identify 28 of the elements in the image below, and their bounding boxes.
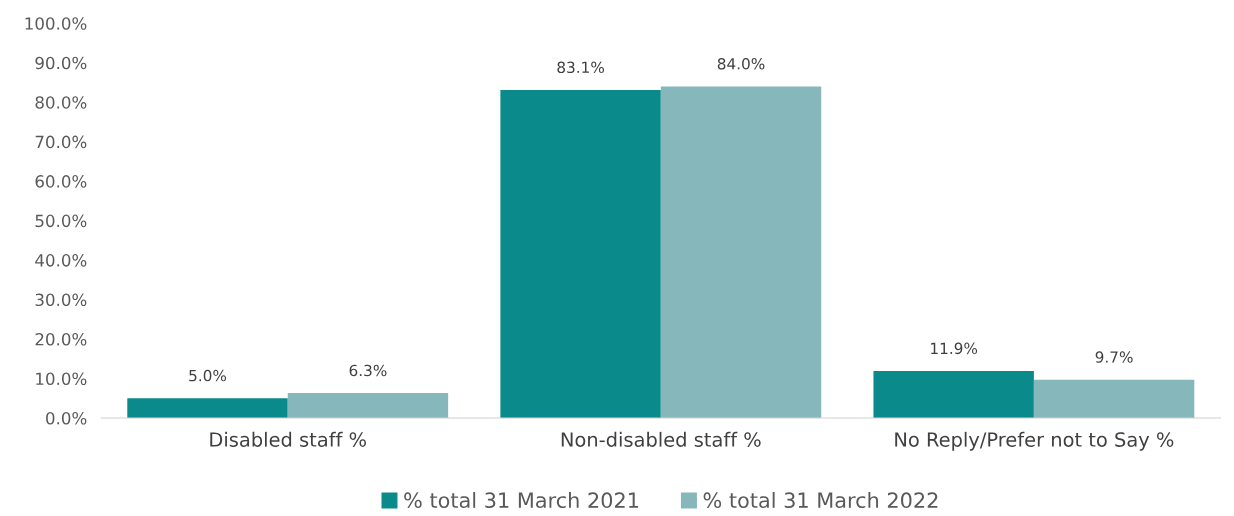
y-tick-label: 0.0% — [46, 411, 87, 425]
data-label: 11.9% — [931, 342, 978, 355]
data-label: 83.1% — [557, 61, 605, 74]
bar — [1033, 379, 1195, 418]
data-label: 6.3% — [349, 364, 387, 377]
y-tick-label: 80.0% — [35, 96, 87, 109]
x-tick-label: Disabled staff % — [210, 431, 366, 447]
bar — [500, 89, 661, 418]
bar — [127, 398, 288, 418]
data-label: 84.0% — [717, 57, 765, 70]
y-tick-label: 20.0% — [35, 332, 87, 346]
y-tick-label: 50.0% — [35, 214, 87, 228]
x-tick-label: No Reply/Prefer not to Say % — [895, 431, 1174, 451]
legend-label: % total 31 March 2022 — [703, 491, 938, 509]
x-tick-label: Non-disabled staff % — [561, 431, 761, 447]
y-tick-label: 40.0% — [35, 254, 87, 267]
legend-label: % total 31 March 2021 — [404, 491, 639, 509]
y-tick-label: 90.0% — [35, 56, 87, 70]
bar — [873, 370, 1034, 418]
y-tick-label: 100.0% — [25, 17, 87, 30]
bar — [287, 393, 449, 418]
bar — [660, 86, 822, 418]
y-tick-label: 70.0% — [35, 135, 87, 149]
y-tick-label: 30.0% — [35, 293, 87, 307]
data-label: 5.0% — [189, 369, 227, 382]
data-label: 9.7% — [1095, 351, 1133, 363]
y-tick-label: 10.0% — [36, 372, 87, 386]
y-tick-label: 60.0% — [35, 175, 87, 188]
